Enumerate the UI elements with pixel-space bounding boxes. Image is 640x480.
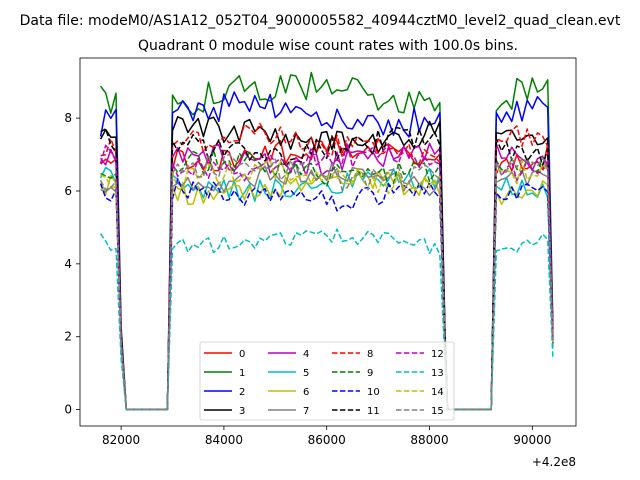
legend-label-15: 15 <box>431 406 444 417</box>
series-line-11 <box>100 127 554 411</box>
plot-frame <box>79 57 577 427</box>
x-tick-label: 90000 <box>513 433 551 447</box>
legend-label-12: 12 <box>431 349 444 360</box>
legend-label-3: 3 <box>239 406 245 417</box>
legend-label-14: 14 <box>431 387 444 398</box>
legend-label-10: 10 <box>367 387 380 398</box>
x-tick-label: 86000 <box>308 433 346 447</box>
x-offset-label: +4.2e8 <box>532 455 576 469</box>
legend-label-2: 2 <box>239 387 245 398</box>
x-axis: 82000 84000 86000 88000 90000 <box>102 426 551 447</box>
y-tick-label: 2 <box>64 330 72 344</box>
legend-label-13: 13 <box>431 368 444 379</box>
chart-suptitle: Data file: modeM0/AS1A12_052T04_90000055… <box>20 13 621 29</box>
legend-label-7: 7 <box>303 406 309 417</box>
legend-frame <box>199 341 455 421</box>
y-tick-label: 0 <box>64 403 72 417</box>
legend-label-0: 0 <box>239 349 245 360</box>
legend-label-9: 9 <box>367 368 373 379</box>
legend-label-5: 5 <box>303 368 309 379</box>
legend-label-1: 1 <box>239 368 245 379</box>
series-line-15 <box>99 153 554 411</box>
series-layer <box>99 71 554 411</box>
y-axis: 0 2 4 6 8 <box>64 111 80 417</box>
legend-label-8: 8 <box>367 349 373 360</box>
x-tick-label: 84000 <box>205 433 243 447</box>
legend-label-6: 6 <box>303 387 309 398</box>
x-tick-label: 88000 <box>410 433 448 447</box>
x-tick-label: 82000 <box>102 433 140 447</box>
y-tick-label: 4 <box>64 257 72 271</box>
y-tick-label: 8 <box>64 111 72 125</box>
y-tick-label: 6 <box>64 184 72 198</box>
legend-label-4: 4 <box>303 349 309 360</box>
legend-label-11: 11 <box>367 406 380 417</box>
chart-title: Quadrant 0 module wise count rates with … <box>138 38 518 54</box>
